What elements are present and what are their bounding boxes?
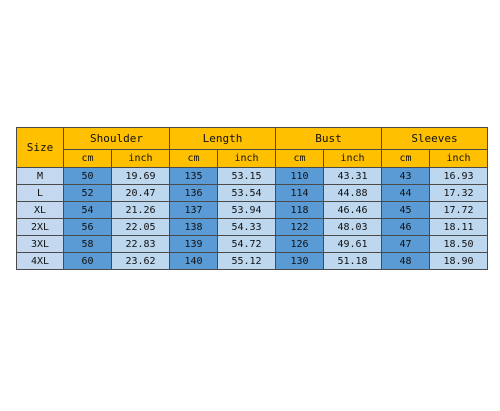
shoulder-inch-cell: 23.62 — [111, 252, 170, 270]
bust-inch-cell: 48.03 — [323, 218, 382, 236]
bust-cm-cell: 110 — [275, 167, 324, 185]
shoulder-inch-cell: 21.26 — [111, 201, 170, 219]
sleeves-cm-cell: 44 — [381, 184, 430, 202]
shoulder-cm-cell: 54 — [63, 201, 112, 219]
shoulder-inch-cell: 22.05 — [111, 218, 170, 236]
bust-cm-cell: 118 — [275, 201, 324, 219]
size-cell: M — [16, 167, 64, 185]
table-row: XL 54 21.26 137 53.94 118 46.46 45 17.72 — [16, 201, 488, 219]
sleeves-cm-cell: 48 — [381, 252, 430, 270]
shoulder-cm-header: cm — [63, 149, 112, 168]
length-inch-cell: 53.15 — [217, 167, 276, 185]
sleeves-inch-cell: 16.93 — [429, 167, 488, 185]
bust-cm-cell: 126 — [275, 235, 324, 253]
length-inch-cell: 55.12 — [217, 252, 276, 270]
bust-inch-cell: 49.61 — [323, 235, 382, 253]
length-cm-header: cm — [169, 149, 218, 168]
size-cell: 3XL — [16, 235, 64, 253]
shoulder-inch-header: inch — [111, 149, 170, 168]
shoulder-header: Shoulder — [63, 127, 170, 150]
sleeves-header: Sleeves — [381, 127, 488, 150]
table-row: L 52 20.47 136 53.54 114 44.88 44 17.32 — [16, 184, 488, 202]
sleeves-inch-cell: 18.11 — [429, 218, 488, 236]
shoulder-cm-cell: 58 — [63, 235, 112, 253]
length-inch-cell: 53.94 — [217, 201, 276, 219]
length-cm-cell: 140 — [169, 252, 218, 270]
length-cm-cell: 135 — [169, 167, 218, 185]
shoulder-cm-cell: 52 — [63, 184, 112, 202]
size-chart: Size Shoulder Length Bust Sleeves cm inc… — [16, 127, 488, 270]
shoulder-inch-cell: 22.83 — [111, 235, 170, 253]
header-row-groups: Size Shoulder Length Bust Sleeves — [16, 127, 488, 168]
sleeves-cm-cell: 45 — [381, 201, 430, 219]
size-header: Size — [16, 127, 64, 168]
shoulder-cm-cell: 50 — [63, 167, 112, 185]
length-header: Length — [169, 127, 276, 150]
bust-inch-cell: 43.31 — [323, 167, 382, 185]
shoulder-inch-cell: 20.47 — [111, 184, 170, 202]
length-inch-cell: 53.54 — [217, 184, 276, 202]
bust-cm-cell: 122 — [275, 218, 324, 236]
bust-cm-cell: 114 — [275, 184, 324, 202]
sleeves-inch-cell: 18.50 — [429, 235, 488, 253]
table-row: 3XL 58 22.83 139 54.72 126 49.61 47 18.5… — [16, 235, 488, 253]
table-row: 4XL 60 23.62 140 55.12 130 51.18 48 18.9… — [16, 252, 488, 270]
sleeves-cm-cell: 47 — [381, 235, 430, 253]
sleeves-inch-cell: 18.90 — [429, 252, 488, 270]
header-row-units: cm inch cm inch cm inch cm inch — [17, 149, 488, 168]
length-inch-header: inch — [217, 149, 276, 168]
shoulder-cm-cell: 60 — [63, 252, 112, 270]
sleeves-cm-header: cm — [381, 149, 430, 168]
size-cell: L — [16, 184, 64, 202]
bust-inch-cell: 44.88 — [323, 184, 382, 202]
sleeves-inch-header: inch — [429, 149, 488, 168]
sleeves-inch-cell: 17.72 — [429, 201, 488, 219]
bust-header: Bust — [275, 127, 382, 150]
sleeves-cm-cell: 46 — [381, 218, 430, 236]
sleeves-inch-cell: 17.32 — [429, 184, 488, 202]
size-chart-table: Size Shoulder Length Bust Sleeves cm inc… — [16, 127, 488, 270]
length-inch-cell: 54.72 — [217, 235, 276, 253]
length-cm-cell: 139 — [169, 235, 218, 253]
size-cell: 2XL — [16, 218, 64, 236]
shoulder-cm-cell: 56 — [63, 218, 112, 236]
length-inch-cell: 54.33 — [217, 218, 276, 236]
size-cell: 4XL — [16, 252, 64, 270]
bust-inch-cell: 51.18 — [323, 252, 382, 270]
shoulder-inch-cell: 19.69 — [111, 167, 170, 185]
bust-cm-header: cm — [275, 149, 324, 168]
bust-inch-cell: 46.46 — [323, 201, 382, 219]
table-row: M 50 19.69 135 53.15 110 43.31 43 16.93 — [16, 167, 488, 185]
length-cm-cell: 136 — [169, 184, 218, 202]
bust-cm-cell: 130 — [275, 252, 324, 270]
length-cm-cell: 137 — [169, 201, 218, 219]
size-cell: XL — [16, 201, 64, 219]
table-row: 2XL 56 22.05 138 54.33 122 48.03 46 18.1… — [16, 218, 488, 236]
sleeves-cm-cell: 43 — [381, 167, 430, 185]
bust-inch-header: inch — [323, 149, 382, 168]
length-cm-cell: 138 — [169, 218, 218, 236]
